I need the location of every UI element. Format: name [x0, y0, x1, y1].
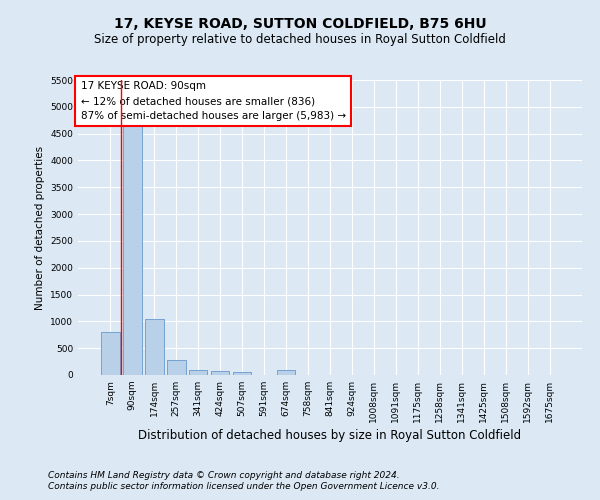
Text: 17, KEYSE ROAD, SUTTON COLDFIELD, B75 6HU: 17, KEYSE ROAD, SUTTON COLDFIELD, B75 6H…: [113, 18, 487, 32]
Y-axis label: Number of detached properties: Number of detached properties: [35, 146, 44, 310]
Text: Contains HM Land Registry data © Crown copyright and database right 2024.: Contains HM Land Registry data © Crown c…: [48, 470, 400, 480]
Bar: [123, 107, 142, 375]
Bar: [277, 370, 295, 375]
Bar: [189, 370, 208, 375]
Bar: [167, 360, 185, 375]
Bar: [233, 372, 251, 375]
Bar: [211, 371, 229, 375]
Bar: [145, 318, 164, 375]
Text: Contains public sector information licensed under the Open Government Licence v3: Contains public sector information licen…: [48, 482, 439, 491]
Bar: [101, 332, 119, 375]
Text: Size of property relative to detached houses in Royal Sutton Coldfield: Size of property relative to detached ho…: [94, 32, 506, 46]
Text: 17 KEYSE ROAD: 90sqm
← 12% of detached houses are smaller (836)
87% of semi-deta: 17 KEYSE ROAD: 90sqm ← 12% of detached h…: [80, 82, 346, 121]
X-axis label: Distribution of detached houses by size in Royal Sutton Coldfield: Distribution of detached houses by size …: [139, 429, 521, 442]
